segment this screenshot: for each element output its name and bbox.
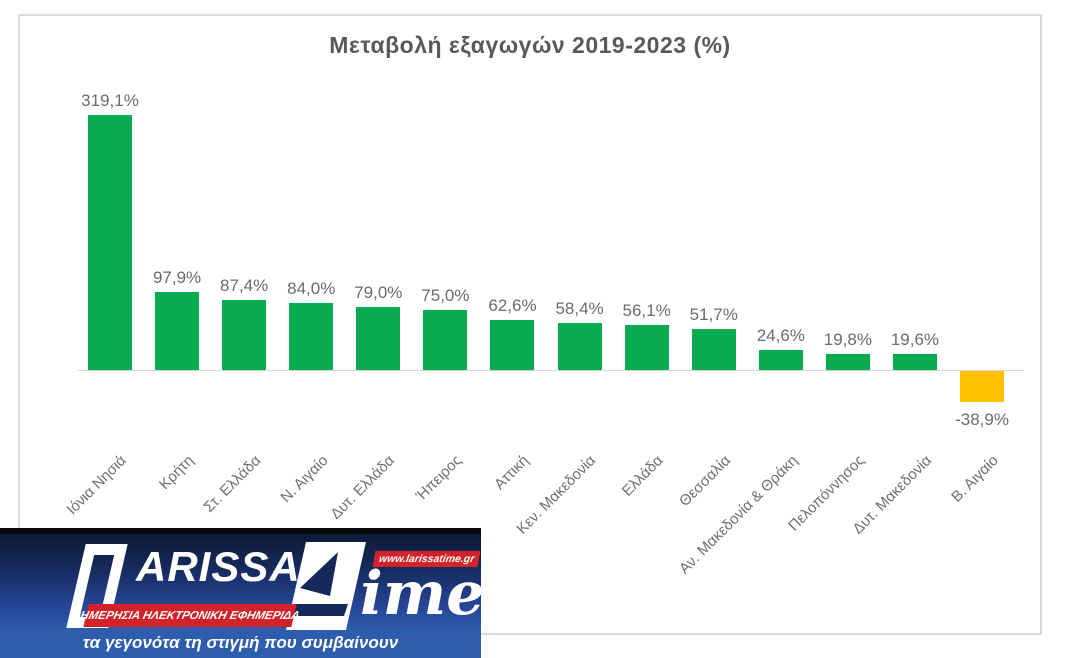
bar [557, 323, 602, 370]
bar [691, 328, 736, 370]
logo-top-stripe [0, 528, 481, 534]
bar-value-label: 62,6% [488, 295, 537, 315]
logo-tagline: τα γεγονότα τη στιγμή που συμβαίνουν [82, 633, 399, 652]
bar [289, 302, 334, 370]
bar [490, 319, 535, 370]
bar-value-label: 56,1% [622, 301, 671, 321]
category-label: Β. Αιγαίο [948, 452, 1003, 506]
logo-brand-name: ARISSA [136, 543, 301, 590]
bar-value-label: 97,9% [152, 267, 202, 287]
bar [356, 306, 401, 370]
x-axis-line [78, 370, 1024, 371]
larissatime-logo-watermark: τα γεγονότα τη στιγμή που συμβαίνουν ARI… [0, 528, 485, 658]
logo-brand-time: ime [360, 559, 485, 629]
category-label: Αν. Μακεδονία & Θράκη [675, 452, 801, 578]
bar [88, 114, 132, 370]
bar [892, 354, 937, 370]
bar-value-label: 79,0% [354, 282, 403, 302]
bar [155, 291, 200, 370]
bar [423, 310, 468, 370]
bar-value-label: 319,1% [81, 90, 139, 110]
bar-value-label: 51,7% [689, 304, 738, 324]
bar-value-label: 87,4% [220, 276, 269, 296]
bar [222, 300, 267, 370]
bar-value-label: 19,6% [890, 330, 940, 350]
logo-banner: ΗΜΕΡΗΣΙΑ ΗΛΕΚΤΡΟΝΙΚΗ ΕΦΗΜΕΡΙΔΑ [79, 604, 301, 627]
logo-stylized-t-icon [286, 542, 366, 630]
category-label: Θεσσαλία [675, 452, 734, 511]
plot-area: 319,1% Ιόνια Νησιά 97,9% Κρήτη 87,4% Στ. Ελλά… [20, 16, 1040, 633]
chart-title: Μεταβολή εξαγωγών 2019-2023 (%) [329, 32, 731, 58]
category-label: Ν. Αιγαίο [277, 452, 332, 507]
category-label: Δυτ. Ελλάδα [327, 452, 399, 523]
bar [758, 350, 803, 370]
category-label: Στ. Ελλάδα [200, 452, 265, 516]
logo-url-badge: www.larissatime.gr [372, 551, 481, 567]
bar-value-label: 19,8% [823, 330, 872, 350]
bar-value-label: 24,6% [756, 326, 805, 346]
category-label: Ελλάδα [618, 452, 667, 500]
bar [624, 325, 669, 370]
category-label: Ήπειρος [413, 452, 466, 505]
bar [825, 354, 870, 370]
bar-value-label: 75,0% [421, 286, 470, 305]
logo-tagline-strip: τα γεγονότα τη στιγμή που συμβαίνουν [0, 628, 481, 658]
bar [960, 371, 1005, 403]
bar-value-label: 84,0% [287, 278, 336, 298]
category-label: Αττική [491, 452, 533, 494]
bar-value-label: 58,4% [555, 299, 604, 319]
category-label: Κρήτη [155, 452, 198, 494]
category-label: Ιόνια Νησιά [63, 452, 131, 519]
logo-banner-text: ΗΜΕΡΗΣΙΑ ΗΛΕΚΤΡΟΝΙΚΗ ΕΦΗΜΕΡΙΔΑ [79, 609, 301, 622]
bar-value-label: -38,9% [955, 410, 1009, 430]
